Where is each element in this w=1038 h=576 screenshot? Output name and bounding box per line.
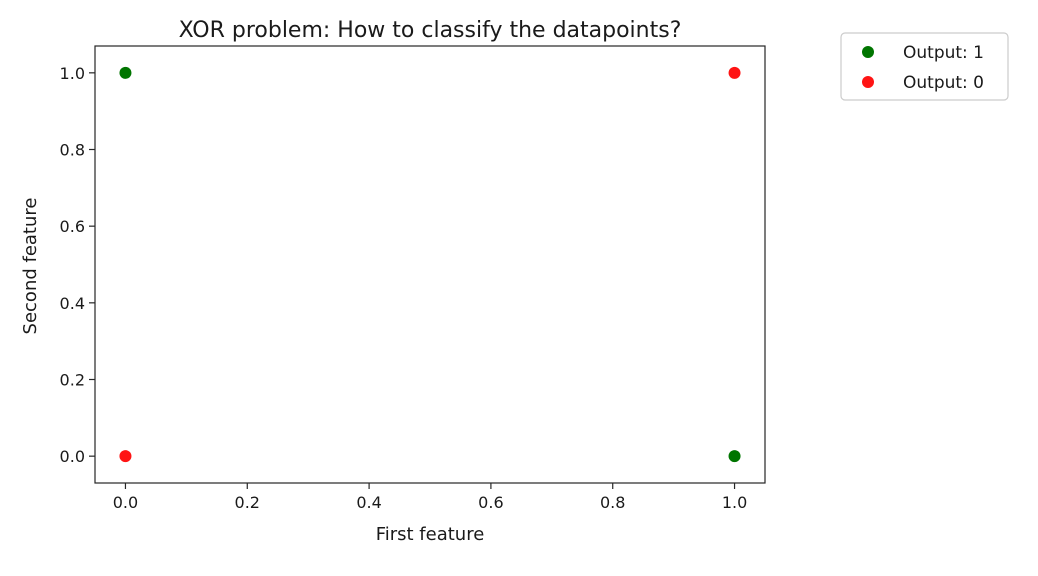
x-tick-label: 0.4 bbox=[356, 493, 381, 512]
y-axis-label: Second feature bbox=[20, 198, 41, 335]
legend-marker bbox=[862, 46, 874, 58]
data-point-output-0 bbox=[119, 450, 132, 463]
y-axis-ticks: 0.0 0.2 0.4 0.6 0.8 1.0 bbox=[60, 64, 95, 466]
legend-marker bbox=[862, 76, 874, 88]
x-tick-label: 0.0 bbox=[113, 493, 138, 512]
legend: Output: 1 Output: 0 bbox=[840, 32, 1009, 101]
x-tick-label: 1.0 bbox=[722, 493, 747, 512]
data-points bbox=[119, 66, 741, 463]
chart-title: XOR problem: How to classify the datapoi… bbox=[179, 18, 682, 43]
data-point-output-0 bbox=[728, 66, 741, 79]
x-axis-label: First feature bbox=[376, 524, 485, 545]
x-tick-label: 0.8 bbox=[600, 493, 625, 512]
y-tick-label: 0.0 bbox=[60, 447, 85, 466]
plot-area-frame bbox=[94, 45, 766, 484]
data-point-output-1 bbox=[119, 66, 132, 79]
legend-label: Output: 0 bbox=[903, 73, 984, 93]
x-tick-label: 0.6 bbox=[478, 493, 503, 512]
legend-label: Output: 1 bbox=[903, 43, 984, 63]
data-point-output-1 bbox=[728, 450, 741, 463]
legend-frame bbox=[840, 32, 1009, 101]
y-tick-label: 0.8 bbox=[60, 141, 85, 160]
y-tick-label: 0.6 bbox=[60, 217, 85, 236]
y-tick-label: 0.4 bbox=[60, 294, 85, 313]
x-axis-ticks: 0.0 0.2 0.4 0.6 0.8 1.0 bbox=[113, 483, 747, 512]
y-tick-label: 0.2 bbox=[60, 371, 85, 390]
x-tick-label: 0.2 bbox=[235, 493, 260, 512]
y-tick-label: 1.0 bbox=[60, 64, 85, 83]
